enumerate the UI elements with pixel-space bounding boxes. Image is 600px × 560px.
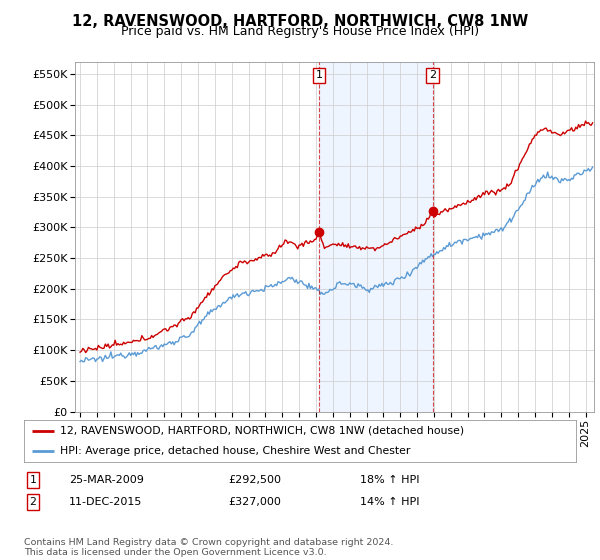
Text: 18% ↑ HPI: 18% ↑ HPI xyxy=(360,475,419,485)
Text: Price paid vs. HM Land Registry's House Price Index (HPI): Price paid vs. HM Land Registry's House … xyxy=(121,25,479,38)
Text: 1: 1 xyxy=(316,71,322,80)
Bar xyxy=(319,62,433,412)
Text: 2: 2 xyxy=(29,497,37,507)
Text: 12, RAVENSWOOD, HARTFORD, NORTHWICH, CW8 1NW: 12, RAVENSWOOD, HARTFORD, NORTHWICH, CW8… xyxy=(72,14,528,29)
Text: 14% ↑ HPI: 14% ↑ HPI xyxy=(360,497,419,507)
Text: 1: 1 xyxy=(29,475,37,485)
Text: £327,000: £327,000 xyxy=(228,497,281,507)
Text: Contains HM Land Registry data © Crown copyright and database right 2024.
This d: Contains HM Land Registry data © Crown c… xyxy=(24,538,394,557)
Text: HPI: Average price, detached house, Cheshire West and Chester: HPI: Average price, detached house, Ches… xyxy=(60,446,410,456)
Text: 25-MAR-2009: 25-MAR-2009 xyxy=(69,475,144,485)
Text: 12, RAVENSWOOD, HARTFORD, NORTHWICH, CW8 1NW (detached house): 12, RAVENSWOOD, HARTFORD, NORTHWICH, CW8… xyxy=(60,426,464,436)
Text: 2: 2 xyxy=(429,71,436,80)
Text: £292,500: £292,500 xyxy=(228,475,281,485)
Text: 11-DEC-2015: 11-DEC-2015 xyxy=(69,497,142,507)
